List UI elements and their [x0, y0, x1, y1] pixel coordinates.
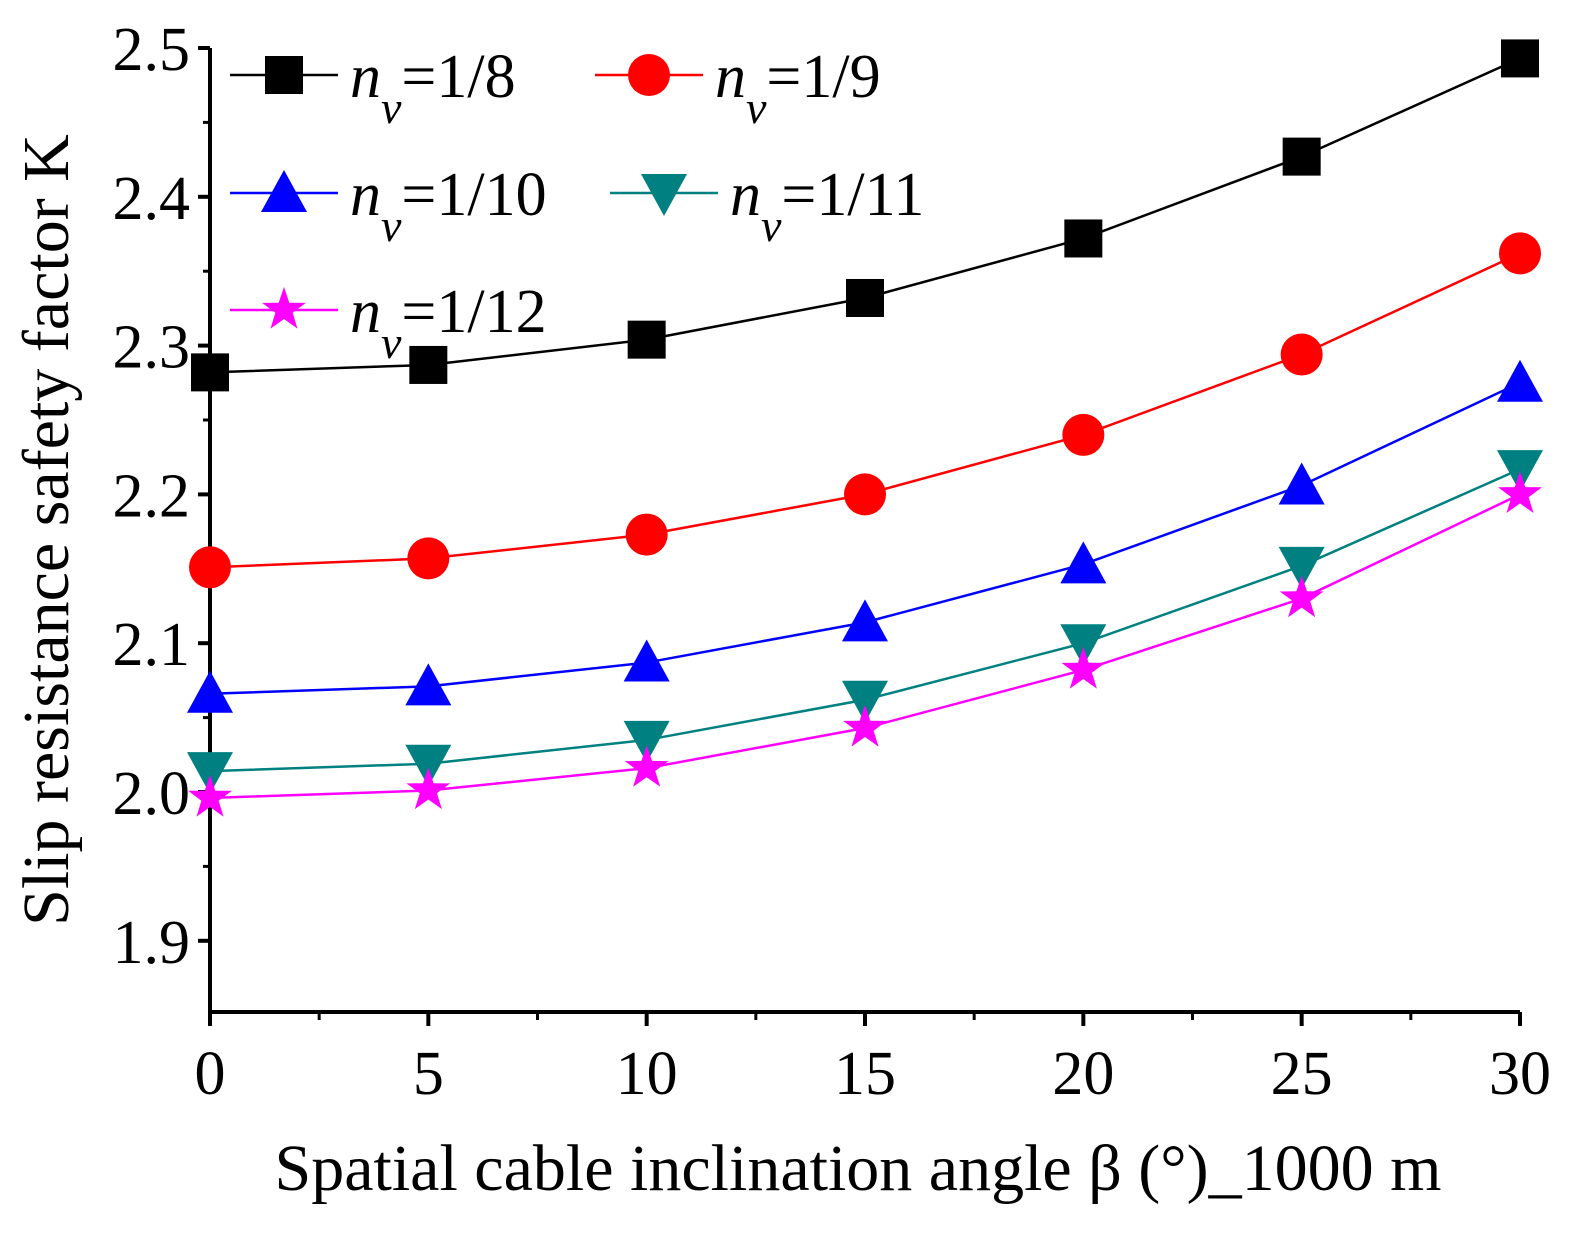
star-marker [843, 705, 887, 747]
circle-marker [1499, 232, 1541, 275]
square-marker [265, 56, 303, 94]
y-tick-label: 2.0 [113, 760, 191, 828]
legend-label: nv=1/10 [350, 161, 547, 251]
star-marker [1279, 575, 1324, 618]
x-tick-label: 30 [1489, 1040, 1551, 1108]
legend-item: nv=1/12 [230, 278, 547, 368]
legend-item: nv=1/9 [595, 43, 881, 133]
series-line [209, 381, 1521, 696]
circle-marker [844, 473, 886, 516]
star-marker [188, 775, 232, 817]
circle-marker [189, 546, 231, 589]
y-tick-label: 2.1 [113, 611, 191, 679]
x-axis-label: Spatial cable inclination angle β (°)_10… [275, 1132, 1442, 1205]
y-axis-label: Slip resistance safety factor K [10, 134, 83, 926]
triangle-down-marker [405, 744, 452, 787]
triangle-up-marker [261, 170, 307, 212]
series-nv-1-12 [188, 471, 1542, 817]
legend-item: nv=1/8 [230, 43, 516, 133]
series-nv-1-11 [187, 450, 1543, 795]
square-marker [1064, 219, 1103, 258]
legend-label: nv=1/9 [715, 43, 881, 133]
x-tick-label: 0 [195, 1040, 226, 1108]
star-marker [1498, 471, 1542, 513]
triangle-up-marker [187, 670, 233, 713]
legend-item: nv=1/11 [610, 161, 924, 251]
triangle-down-marker [623, 720, 670, 763]
x-tick-label: 10 [616, 1040, 678, 1108]
triangle-up-marker [1060, 541, 1107, 584]
square-marker [409, 345, 448, 384]
circle-marker [1062, 413, 1105, 456]
legend-label: nv=1/12 [350, 278, 547, 368]
star-marker [262, 287, 306, 329]
square-marker [627, 320, 666, 359]
star-marker [406, 767, 451, 810]
triangle-down-marker [1060, 624, 1107, 667]
x-tick-label: 5 [413, 1040, 444, 1108]
series-line [209, 493, 1521, 800]
triangle-down-marker [1497, 450, 1543, 493]
square-marker [846, 278, 884, 317]
series-nv-1-9 [189, 232, 1541, 589]
axes: 1.9 2.0 2.1 2.2 2.3 2.4 2.5 0 5 10 15 20 25 30 [113, 16, 1552, 1108]
triangle-down-marker [187, 752, 233, 795]
triangle-down-marker [641, 174, 687, 216]
triangle-down-marker [842, 680, 888, 723]
circle-marker [625, 513, 668, 556]
series-nv-1-8 [191, 39, 1539, 392]
y-tick-label: 2.5 [113, 16, 191, 84]
y-tick-label: 2.4 [113, 165, 191, 233]
triangle-up-marker [405, 663, 452, 706]
square-marker [191, 353, 229, 392]
legend-item: nv=1/10 [230, 161, 547, 251]
triangle-up-marker [623, 639, 670, 682]
series-nv-1-10 [187, 359, 1543, 713]
star-marker [624, 745, 669, 787]
triangle-up-marker [842, 599, 888, 642]
square-marker [1282, 137, 1321, 176]
circle-marker [628, 54, 670, 96]
x-tick-label: 15 [834, 1040, 896, 1108]
triangle-up-marker [1278, 462, 1325, 505]
square-marker [1501, 39, 1539, 78]
y-tick-label: 1.9 [113, 909, 191, 977]
x-tick-label: 20 [1052, 1040, 1114, 1108]
legend: nv=1/8 nv=1/9 nv=1/10 nv=1/11 nv=1/12 [230, 43, 924, 368]
y-tick-label: 2.2 [113, 462, 191, 530]
triangle-up-marker [1497, 359, 1543, 402]
legend-label: nv=1/11 [730, 161, 924, 251]
legend-label: nv=1/8 [350, 43, 516, 133]
circle-marker [407, 537, 450, 580]
x-tick-label: 25 [1271, 1040, 1333, 1108]
triangle-down-marker [1278, 546, 1325, 589]
series-group [187, 39, 1543, 817]
star-marker [1061, 647, 1106, 689]
circle-marker [1280, 333, 1323, 376]
y-tick-label: 2.3 [113, 314, 191, 382]
